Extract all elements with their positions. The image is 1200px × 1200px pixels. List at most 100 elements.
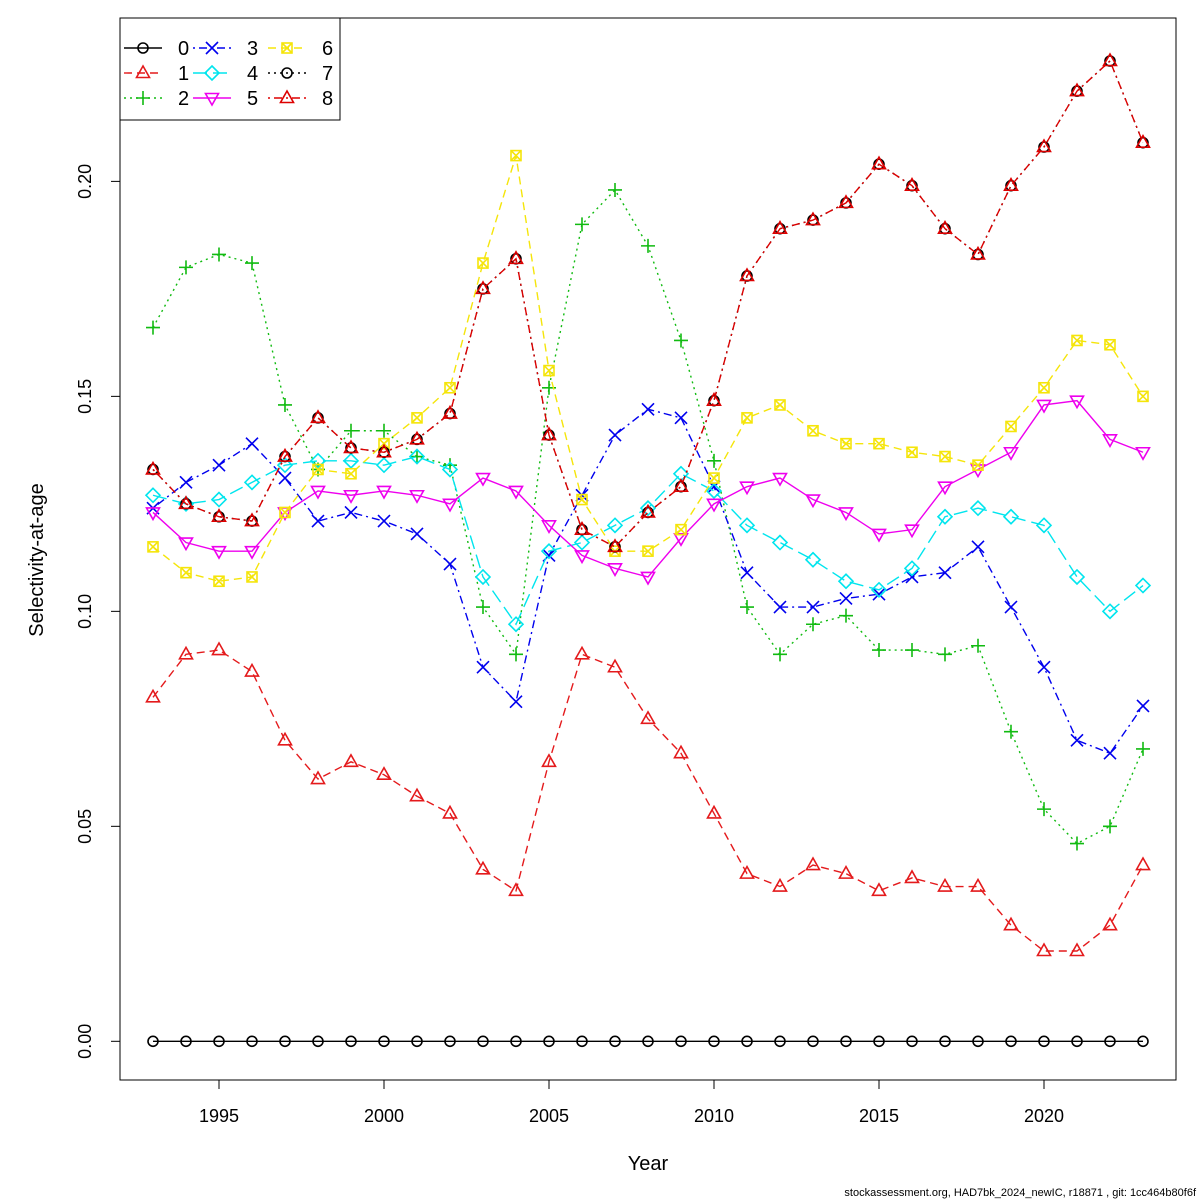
data-point-1 xyxy=(706,804,722,819)
legend-marker xyxy=(136,91,150,105)
marker-square-cross xyxy=(972,459,984,471)
data-point-1 xyxy=(838,864,854,879)
marker-square-cross xyxy=(1005,420,1017,433)
marker-square-cross xyxy=(873,438,885,450)
marker-square-cross xyxy=(576,493,588,506)
legend-item-5: 5 xyxy=(193,88,258,110)
data-point-4 xyxy=(903,560,921,577)
legend-label: 3 xyxy=(247,38,258,60)
data-point-6 xyxy=(675,523,687,536)
marker-square xyxy=(1137,390,1149,403)
legend-label: 5 xyxy=(247,88,258,110)
data-point-3 xyxy=(938,566,952,580)
y-tick-label: 0.00 xyxy=(75,1024,95,1059)
data-point-1 xyxy=(343,753,359,768)
data-point-6 xyxy=(576,493,588,506)
data-point-4 xyxy=(870,581,888,598)
data-point-2 xyxy=(938,647,952,662)
y-axis-title: Selectivity-at-age xyxy=(26,483,48,636)
marker-square xyxy=(279,506,291,519)
data-point-2 xyxy=(1004,724,1018,739)
data-point-1 xyxy=(145,688,161,703)
marker-square-cross xyxy=(708,472,720,484)
x-tick-label: 2020 xyxy=(1024,1106,1064,1126)
marker-square-cross xyxy=(840,438,852,450)
data-point-0 xyxy=(378,1035,390,1048)
x-tick-label: 1995 xyxy=(199,1106,239,1126)
legend-marker xyxy=(281,67,293,79)
data-point-4 xyxy=(1101,603,1119,620)
legend-label: 0 xyxy=(178,38,189,60)
data-point-6 xyxy=(1005,420,1017,433)
data-point-6 xyxy=(180,566,192,579)
data-point-8 xyxy=(244,512,260,527)
data-point-3 xyxy=(740,566,754,580)
x-axis-title: Year xyxy=(628,1153,669,1175)
data-point-8 xyxy=(1036,138,1052,153)
data-point-1 xyxy=(640,710,656,725)
data-point-4 xyxy=(639,500,657,517)
marker-square-cross xyxy=(345,468,357,480)
marker-square-cross xyxy=(774,399,786,411)
data-point-4 xyxy=(507,616,525,633)
data-point-5 xyxy=(343,489,359,504)
data-point-2 xyxy=(377,423,391,438)
data-point-3 xyxy=(443,557,457,571)
data-point-6 xyxy=(642,545,654,557)
data-point-5 xyxy=(574,550,590,565)
data-point-6 xyxy=(444,381,456,394)
data-point-3 xyxy=(1103,746,1117,760)
data-point-1 xyxy=(871,882,887,897)
data-point-3 xyxy=(608,428,622,442)
marker-square-cross xyxy=(180,567,192,579)
marker-square xyxy=(642,545,654,557)
data-point-5 xyxy=(838,507,854,522)
data-point-3 xyxy=(476,660,490,674)
data-point-0 xyxy=(708,1035,720,1048)
marker-square xyxy=(576,493,588,506)
data-point-0 xyxy=(774,1035,786,1048)
data-point-5 xyxy=(244,545,260,560)
data-point-4 xyxy=(309,452,327,469)
data-point-0 xyxy=(477,1035,489,1048)
legend-label: 6 xyxy=(322,38,333,60)
data-point-2 xyxy=(905,643,919,658)
data-point-0 xyxy=(906,1035,918,1048)
data-point-6 xyxy=(543,364,555,377)
data-point-5 xyxy=(1069,395,1085,410)
data-point-1 xyxy=(772,877,788,892)
data-point-5 xyxy=(739,481,755,496)
data-point-5 xyxy=(1036,399,1052,414)
data-point-2 xyxy=(179,260,193,275)
data-point-2 xyxy=(146,320,160,335)
data-point-5 xyxy=(937,481,953,496)
marker-square-cross xyxy=(807,425,819,437)
data-point-0 xyxy=(543,1035,555,1048)
marker-square xyxy=(1038,381,1050,394)
y-tick-label: 0.10 xyxy=(75,594,95,629)
data-point-4 xyxy=(540,543,558,560)
data-point-3 xyxy=(641,402,655,416)
marker-square xyxy=(774,399,786,411)
data-point-8 xyxy=(442,404,458,419)
data-point-8 xyxy=(343,439,359,454)
marker-square xyxy=(543,364,555,377)
marker-square xyxy=(1104,338,1116,351)
data-point-1 xyxy=(1036,942,1052,957)
data-point-3 xyxy=(1136,699,1150,713)
legend-marker xyxy=(281,42,293,54)
data-point-2 xyxy=(971,638,985,653)
x-tick-label: 2000 xyxy=(364,1106,404,1126)
data-point-4 xyxy=(276,457,294,474)
legend-box xyxy=(119,17,341,121)
marker-square-cross xyxy=(312,463,324,476)
data-point-2 xyxy=(245,256,259,271)
marker-square-cross xyxy=(642,545,654,557)
marker-square-cross xyxy=(279,506,291,519)
series-6 xyxy=(147,149,1149,588)
data-point-5 xyxy=(1102,434,1118,448)
data-point-1 xyxy=(277,731,293,746)
data-point-4 xyxy=(837,573,855,590)
legend-marker xyxy=(279,89,295,104)
